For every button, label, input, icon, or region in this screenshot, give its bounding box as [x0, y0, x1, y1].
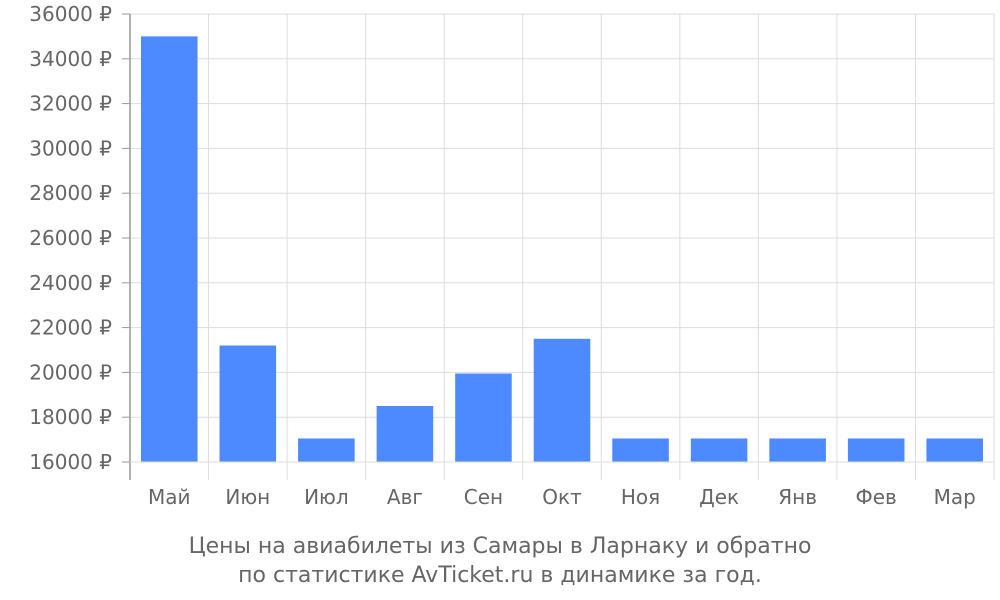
y-tick-label: 36000 ₽ — [29, 2, 112, 26]
x-tick-label: Авг — [387, 485, 423, 509]
x-tick-label: Ноя — [621, 485, 660, 509]
bars — [140, 36, 984, 463]
y-tick-label: 34000 ₽ — [29, 47, 112, 71]
x-tick-label: Май — [148, 485, 191, 509]
chart-caption-line-1: Цены на авиабилеты из Самары в Ларнаку и… — [188, 534, 812, 559]
bar-9 — [769, 438, 826, 462]
bar-10 — [847, 438, 905, 462]
x-tick-label: Дек — [699, 485, 739, 509]
x-tick-label: Окт — [542, 485, 582, 509]
bar-4 — [376, 406, 434, 462]
x-tick-labels: Май Июн Июл Авг Сен Окт Ноя Дек Янв Фев Мар — [148, 485, 976, 509]
bar-2 — [219, 345, 277, 462]
y-tick-label: 30000 ₽ — [29, 136, 112, 160]
y-tick-label: 22000 ₽ — [29, 316, 112, 340]
x-tick-label: Фев — [856, 485, 897, 509]
x-tick-label: Июн — [225, 485, 270, 509]
y-tick-label: 16000 ₽ — [29, 450, 112, 474]
bar-11 — [926, 438, 984, 462]
y-tick-label: 20000 ₽ — [29, 360, 112, 384]
price-bar-chart: 16000 ₽ 18000 ₽ 20000 ₽ 22000 ₽ 24000 ₽ 26000… — [29, 2, 995, 509]
bar-8 — [690, 438, 748, 462]
bar-7 — [612, 438, 669, 462]
y-tick-labels: 16000 ₽ 18000 ₽ 20000 ₽ 22000 ₽ 24000 ₽ 26000… — [29, 2, 112, 474]
y-tick-label: 18000 ₽ — [29, 405, 112, 429]
y-tick-label: 32000 ₽ — [29, 92, 112, 116]
y-tick-label: 28000 ₽ — [29, 181, 112, 205]
x-tick-label: Янв — [778, 485, 817, 509]
axes — [122, 13, 994, 480]
x-tick-label: Сен — [464, 485, 503, 509]
bar-3 — [298, 438, 355, 462]
bar-6 — [533, 338, 591, 462]
bar-1 — [140, 36, 198, 463]
y-tick-label: 26000 ₽ — [29, 226, 112, 250]
x-tick-label: Июл — [304, 485, 349, 509]
chart-caption-line-2: по статистике AvTicket.ru в динамике за … — [238, 563, 762, 588]
y-tick-label: 24000 ₽ — [29, 271, 112, 295]
bar-5 — [455, 373, 512, 462]
x-tick-label: Мар — [934, 485, 976, 509]
